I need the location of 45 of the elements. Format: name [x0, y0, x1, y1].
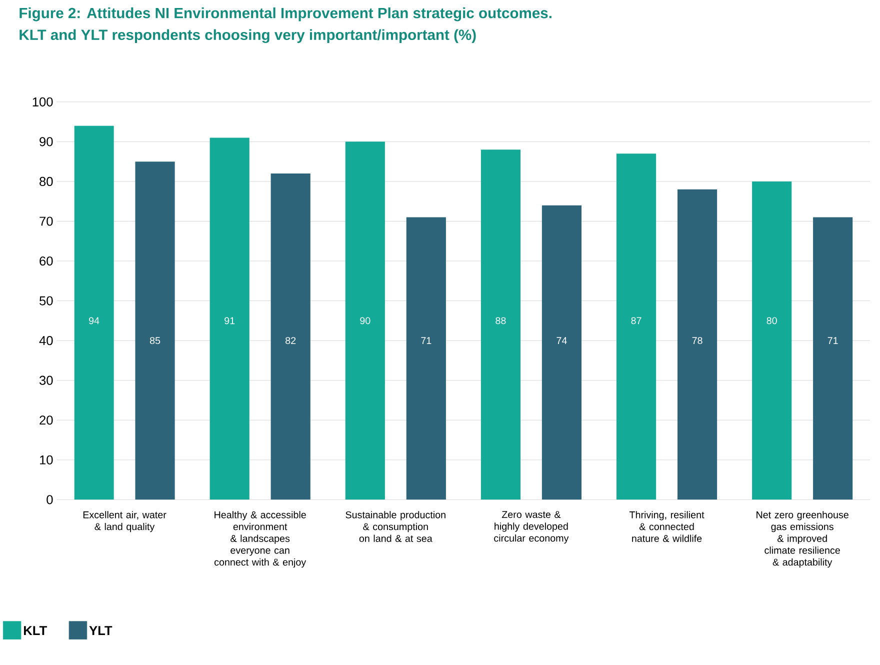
chart-title: Figure 2: Attitudes NI Environmental Improvement Plan strategic outcomes.: [20, 7, 552, 22]
data-label: 88: [496, 317, 506, 324]
data-label: 90: [360, 317, 370, 324]
data-label: 71: [828, 337, 838, 344]
bar: [752, 181, 792, 500]
bar: [345, 142, 385, 500]
bar: [480, 150, 520, 500]
data-label: 74: [556, 337, 567, 344]
y-tick-label: 50: [40, 296, 53, 306]
y-tick-label: 100: [32, 97, 53, 106]
y-tick-label: 70: [40, 216, 53, 226]
bar: [813, 217, 853, 500]
x-tick-label: Net zero greenhouse gas emissions & improved climate resilience & adaptability: [756, 511, 848, 568]
data-label: 78: [692, 337, 702, 344]
chart-subtitle: KLT and YLT respondents choosing very important/important (%): [20, 29, 476, 44]
y-tick-label: 80: [40, 176, 53, 186]
bar: [135, 162, 175, 500]
data-label: 85: [150, 337, 160, 344]
y-tick-label: 30: [40, 376, 53, 385]
y-tick-label: 20: [40, 416, 53, 425]
x-tick-label: Excellent air, water & land quality: [83, 511, 166, 532]
data-label: 71: [421, 337, 432, 344]
bar: [542, 205, 582, 500]
data-label: 87: [631, 317, 642, 324]
legend-label: KLT: [24, 626, 47, 635]
bar: [616, 154, 656, 500]
bar: [270, 174, 310, 500]
bar: [406, 217, 446, 500]
data-label: 82: [286, 337, 296, 344]
x-tick-label: Thriving, resilient & connected nature & wildlife: [629, 511, 704, 542]
y-tick-label: 0: [46, 495, 53, 504]
x-tick-label: Sustainable production & consumption on land & at sea: [346, 511, 446, 542]
legend-label: YLT: [89, 626, 112, 635]
data-label: 91: [224, 317, 235, 324]
bar: [677, 189, 718, 500]
y-tick-label: 90: [40, 137, 53, 146]
x-tick-label: Zero waste & highly developed circular economy: [494, 511, 569, 544]
x-tick-label: Healthy & accessible environment & landscapes everyone can connect with & enjoy: [214, 511, 306, 568]
y-tick-label: 60: [40, 256, 53, 266]
bar: [210, 138, 250, 500]
y-tick-label: 40: [39, 336, 53, 346]
bar: [74, 126, 114, 500]
data-label: 94: [89, 317, 100, 324]
data-label: 80: [766, 317, 777, 324]
y-tick-label: 10: [40, 455, 53, 464]
